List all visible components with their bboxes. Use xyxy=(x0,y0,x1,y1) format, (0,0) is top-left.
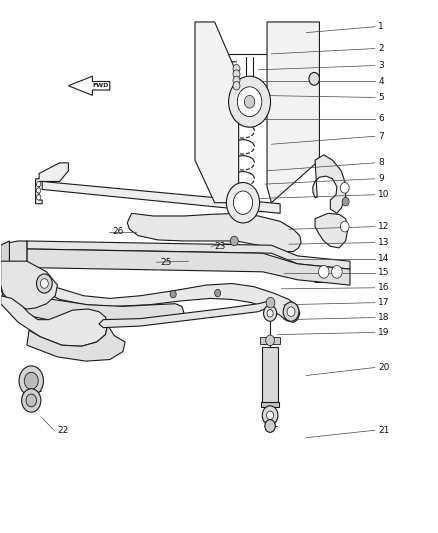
Circle shape xyxy=(19,366,43,395)
Circle shape xyxy=(36,188,41,193)
Circle shape xyxy=(230,236,238,246)
Circle shape xyxy=(170,290,176,298)
Circle shape xyxy=(266,335,275,346)
Text: 7: 7 xyxy=(378,132,384,141)
Text: 14: 14 xyxy=(378,254,390,263)
Text: 19: 19 xyxy=(378,328,390,337)
Text: 2: 2 xyxy=(378,44,384,53)
Circle shape xyxy=(332,265,342,278)
Circle shape xyxy=(26,394,36,407)
Bar xyxy=(261,337,280,344)
Circle shape xyxy=(262,406,278,425)
Circle shape xyxy=(266,297,275,308)
Bar xyxy=(262,348,278,405)
Polygon shape xyxy=(1,296,108,346)
Text: 26: 26 xyxy=(112,228,124,237)
Text: 1: 1 xyxy=(378,22,384,31)
Circle shape xyxy=(342,197,349,206)
Circle shape xyxy=(40,279,48,288)
Text: 10: 10 xyxy=(378,190,390,199)
Circle shape xyxy=(36,195,41,200)
Circle shape xyxy=(215,289,221,297)
Text: 6: 6 xyxy=(378,114,384,123)
Polygon shape xyxy=(27,241,350,269)
Circle shape xyxy=(233,64,240,73)
Circle shape xyxy=(237,87,262,117)
Text: 9: 9 xyxy=(378,174,384,183)
Text: 15: 15 xyxy=(378,269,390,277)
Circle shape xyxy=(233,70,240,78)
Circle shape xyxy=(36,274,52,293)
Circle shape xyxy=(21,389,41,412)
Text: 22: 22 xyxy=(57,426,69,435)
Circle shape xyxy=(283,302,299,321)
Circle shape xyxy=(287,307,295,317)
Circle shape xyxy=(267,310,273,317)
Text: 21: 21 xyxy=(378,426,390,435)
Circle shape xyxy=(36,181,41,187)
Text: FWD: FWD xyxy=(92,83,109,88)
Text: 4: 4 xyxy=(378,77,384,86)
Text: 5: 5 xyxy=(378,93,384,102)
Circle shape xyxy=(226,182,260,223)
Circle shape xyxy=(340,221,349,232)
Polygon shape xyxy=(42,181,280,213)
Text: 12: 12 xyxy=(378,222,390,231)
Circle shape xyxy=(229,76,271,127)
Circle shape xyxy=(24,372,38,389)
Text: 23: 23 xyxy=(215,242,226,251)
Circle shape xyxy=(309,72,319,85)
Polygon shape xyxy=(5,296,184,326)
Polygon shape xyxy=(313,261,348,282)
Circle shape xyxy=(233,82,240,90)
Text: 20: 20 xyxy=(378,363,390,372)
Text: 13: 13 xyxy=(378,238,390,247)
Polygon shape xyxy=(315,213,348,248)
Text: 8: 8 xyxy=(378,158,384,167)
Circle shape xyxy=(265,419,276,432)
Text: 17: 17 xyxy=(378,298,390,307)
Polygon shape xyxy=(1,268,40,306)
Circle shape xyxy=(233,76,240,85)
Polygon shape xyxy=(99,301,271,328)
Circle shape xyxy=(244,95,255,108)
Polygon shape xyxy=(127,213,301,252)
Polygon shape xyxy=(267,22,319,203)
Polygon shape xyxy=(27,325,125,361)
Text: 16: 16 xyxy=(378,283,390,292)
Circle shape xyxy=(267,411,274,419)
Text: 25: 25 xyxy=(160,258,171,266)
Polygon shape xyxy=(28,268,300,322)
Polygon shape xyxy=(313,155,346,213)
Polygon shape xyxy=(1,261,57,309)
Circle shape xyxy=(340,182,349,193)
Bar xyxy=(261,402,279,407)
Polygon shape xyxy=(5,241,27,268)
Polygon shape xyxy=(1,241,10,269)
Polygon shape xyxy=(35,163,68,204)
Circle shape xyxy=(233,191,253,214)
Circle shape xyxy=(264,305,277,321)
Polygon shape xyxy=(195,22,239,203)
Polygon shape xyxy=(27,249,350,285)
Circle shape xyxy=(318,265,329,278)
Text: 18: 18 xyxy=(378,313,390,322)
Text: 3: 3 xyxy=(378,61,384,70)
